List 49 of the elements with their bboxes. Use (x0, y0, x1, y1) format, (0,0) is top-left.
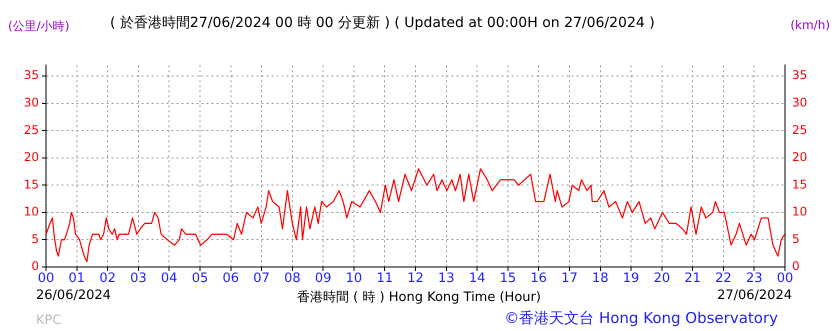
text: ©香港天文台 Hong Kong Observatory (504, 309, 778, 328)
y-tick-label: 0 (31, 259, 39, 274)
chart-title: ( 於香港時間27/06/2024 00 時 00 分更新 ) ( Updated at 00:00H on 27/06/2024 ) (110, 14, 655, 32)
x-tick-label: 10 (346, 271, 362, 286)
x-tick-label: 20 (654, 271, 670, 286)
x-tick-label: 03 (130, 271, 147, 286)
y-tick-label: 20 (24, 150, 39, 164)
y2-tick-label: 20 (792, 150, 808, 164)
x-tick-label: 00 (38, 271, 54, 286)
text: 27/06/2024 (717, 288, 792, 303)
y-tick-label: 5 (31, 232, 39, 246)
y-tick-label: 35 (24, 68, 39, 82)
y2-tick-label: 10 (792, 204, 808, 219)
text: KPC (36, 313, 62, 328)
x-tick-label: 07 (253, 271, 270, 286)
x-tick-label: 13 (438, 271, 455, 286)
y-tick-label: 25 (24, 122, 39, 137)
text: 26/06/2024 (36, 288, 111, 303)
x-tick-label: 22 (715, 271, 732, 286)
x-tick-label: 17 (561, 271, 578, 286)
y2-tick-label: 5 (792, 232, 800, 246)
y2-axis-title: (km/h) (790, 18, 830, 32)
y2-tick-label: 35 (792, 68, 808, 82)
x-tick-label: 15 (500, 271, 516, 286)
y-tick-label: 30 (24, 96, 39, 110)
y-tick-label: 15 (24, 177, 39, 192)
x-tick-label: 18 (592, 271, 609, 286)
x-tick-label: 01 (68, 271, 86, 286)
x-tick-label: 14 (468, 271, 486, 286)
y2-tick-label: 25 (792, 122, 808, 137)
x-tick-label: 04 (160, 271, 178, 286)
x-tick-label: 19 (622, 271, 640, 286)
x-tick-label: 11 (376, 271, 393, 286)
x-tick-label: 12 (407, 271, 424, 286)
x-tick-label: 05 (192, 271, 208, 286)
x-tick-label: 16 (530, 271, 547, 286)
x-tick-label: 09 (314, 271, 332, 286)
x-tick-label: 21 (684, 271, 701, 286)
x-tick-label: 23 (746, 271, 762, 286)
y2-tick-label: 0 (792, 259, 800, 274)
y2-tick-label: 30 (792, 96, 808, 110)
x-tick-label: 00 (776, 271, 794, 286)
y-tick-label: 10 (24, 204, 39, 219)
x-tick-label: 08 (284, 271, 301, 286)
x-axis-title: 香港時間 ( 時 ) Hong Kong Time (Hour) (297, 290, 541, 305)
y-axis-title: (公里/小時) (8, 18, 70, 35)
x-tick-label: 02 (99, 271, 116, 286)
x-tick-label: 06 (222, 271, 240, 286)
y2-tick-label: 15 (792, 177, 808, 192)
